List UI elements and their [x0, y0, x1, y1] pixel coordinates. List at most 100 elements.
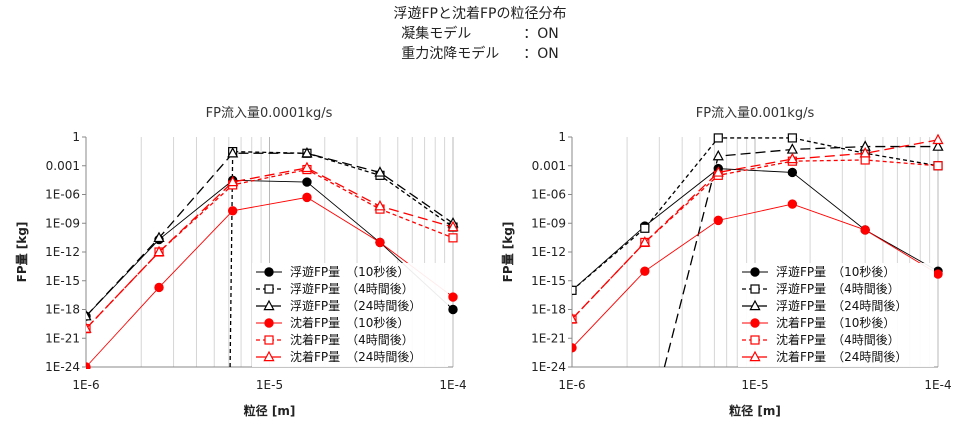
legend-label: 沈着FP量 （4時間後）	[776, 332, 900, 347]
data-point	[786, 152, 798, 164]
series-line	[572, 139, 939, 320]
condition-row: 重力沈降モデル ：ON	[401, 44, 559, 64]
data-point	[153, 245, 165, 257]
data-point	[786, 143, 798, 154]
y-tick-label: 1E-18	[531, 303, 566, 317]
data-point	[153, 231, 165, 243]
y-tick-label: 1	[558, 130, 566, 144]
series-line	[86, 167, 454, 330]
figure-header: 浮遊FPと沈着FPの粒径分布 凝集モデル ：ON 重力沈降モデル ：ON	[0, 4, 960, 64]
series-line	[572, 203, 939, 349]
series-6	[86, 161, 459, 333]
legend-marker	[750, 267, 760, 277]
x-tick-label: 1E-4	[924, 378, 951, 392]
legend-marker	[263, 350, 275, 362]
condition-value: ：ON	[523, 46, 559, 62]
series-4	[86, 192, 458, 369]
legend-marker	[264, 267, 274, 277]
condition-label: 凝集モデル	[401, 26, 472, 42]
data-point	[154, 282, 164, 293]
y-tick-label: 1E-18	[45, 303, 80, 317]
legend-marker	[264, 335, 274, 345]
data-point	[787, 199, 798, 209]
data-point	[932, 133, 944, 145]
series-6	[572, 133, 944, 324]
data-point	[86, 322, 92, 333]
legend: 浮遊FP量 （10秒後） 浮遊FP量 （4時間後） 浮遊FP量 （24時間後） 沈着F…	[738, 263, 934, 367]
data-point	[302, 177, 312, 187]
data-point	[375, 237, 385, 248]
condition-list: 凝集モデル ：ON 重力沈降モデル ：ON	[401, 24, 559, 64]
data-point	[448, 233, 458, 243]
legend-label: 浮遊FP量 （4時間後）	[776, 281, 900, 296]
legend-marker	[750, 318, 760, 328]
data-point	[639, 236, 651, 247]
data-point	[640, 223, 650, 233]
data-point	[374, 166, 386, 177]
legend-marker	[749, 299, 761, 311]
y-tick-label: 1E-12	[531, 245, 566, 259]
x-tick-label: 1E-5	[256, 378, 283, 392]
x-tick-label: 1E-6	[558, 378, 585, 392]
data-point	[933, 269, 943, 279]
series-line	[86, 152, 454, 317]
data-point	[712, 149, 724, 161]
data-point	[933, 161, 943, 171]
series-line	[86, 179, 454, 317]
legend-label: 沈着FP量 （24時間後）	[290, 349, 421, 364]
data-point	[448, 292, 458, 302]
chart-title: FP流入量0.0001kg/s	[206, 106, 333, 121]
legend-marker	[264, 318, 274, 328]
legend-background	[252, 263, 448, 367]
y-tick-label: 1E-12	[45, 245, 80, 259]
data-point	[302, 192, 312, 203]
condition-label: 重力沈降モデル	[401, 46, 500, 62]
x-tick-label: 1E-6	[72, 378, 99, 392]
chart-title: FP流入量0.001kg/s	[696, 106, 815, 121]
data-point	[86, 309, 92, 321]
condition-value: ：ON	[523, 26, 559, 42]
data-point	[572, 312, 578, 324]
legend-marker	[750, 284, 760, 294]
chart-panel: FP流入量0.001kg/s 1E-24 1E-21 1E-18 1E-15 1E-12 1…	[501, 106, 952, 418]
series-4	[572, 199, 943, 353]
data-point	[713, 215, 723, 226]
y-tick-label: 0.001	[532, 159, 566, 173]
x-tick-label: 1E-5	[741, 378, 768, 392]
data-point	[787, 133, 797, 143]
series-line	[572, 137, 939, 291]
y-tick-label: 1E-21	[45, 331, 80, 345]
data-point	[787, 167, 798, 178]
legend-marker	[263, 299, 275, 311]
legend-label: 浮遊FP量 （24時間後）	[776, 298, 907, 313]
y-tick-label: 1E-06	[45, 188, 80, 202]
legend-label: 浮遊FP量 （4時間後）	[290, 281, 414, 296]
data-point	[640, 266, 650, 276]
y-tick-label: 1E-09	[531, 216, 566, 230]
data-point	[86, 362, 91, 369]
series-line	[572, 159, 939, 320]
legend: 浮遊FP量 （10秒後） 浮遊FP量 （4時間後） 浮遊FP量 （24時間後） 沈着F…	[252, 263, 448, 367]
figure-title: 浮遊FPと沈着FPの粒径分布	[393, 6, 567, 22]
data-point	[227, 206, 238, 216]
data-point	[932, 140, 944, 151]
data-point	[859, 147, 871, 158]
legend-label: 浮遊FP量 （10秒後）	[290, 264, 409, 279]
y-tick-label: 1E-06	[531, 188, 566, 202]
y-tick-label: 1E-15	[531, 274, 566, 288]
series-3	[86, 147, 459, 321]
legend-label: 沈着FP量 （4時間後）	[290, 332, 414, 347]
y-axis-label: FP量 [kg]	[501, 222, 515, 283]
data-point	[712, 166, 724, 177]
data-point	[227, 175, 239, 187]
legend-label: 浮遊FP量 （24時間後）	[290, 298, 421, 313]
data-point	[572, 285, 577, 295]
y-tick-label: 1E-09	[45, 216, 80, 230]
data-point	[301, 147, 313, 158]
data-point	[860, 225, 870, 235]
y-tick-label: 1E-21	[531, 331, 566, 345]
legend-marker	[749, 350, 761, 362]
legend-label: 浮遊FP量 （10秒後）	[776, 264, 895, 279]
data-point	[713, 133, 723, 143]
